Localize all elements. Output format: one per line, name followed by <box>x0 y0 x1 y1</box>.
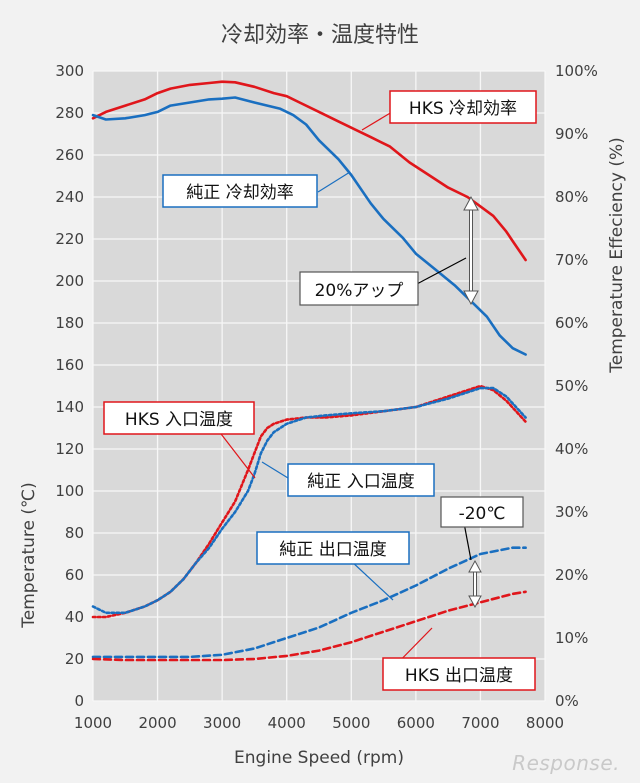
y-axis-label: Temperature (℃) <box>19 482 39 628</box>
x-axis: 1000 2000 3000 4000 5000 6000 7000 8000 <box>74 714 564 732</box>
y2-tick-label: 40% <box>555 440 588 458</box>
chart-title: 冷却効率・温度特性 <box>221 23 419 48</box>
y2-tick-label: 30% <box>555 503 588 521</box>
x-axis-label: Engine Speed (rpm) <box>234 748 404 768</box>
callout-std-out-text: 純正 出口温度 <box>279 540 386 560</box>
y-tick-label: 160 <box>55 356 84 374</box>
series-line <box>91 96 527 356</box>
callout-up: 20%アップ <box>299 271 419 306</box>
y2-tick-label: 0% <box>555 692 579 710</box>
y2-tick-label: 20% <box>555 566 588 584</box>
y-tick-label: 220 <box>55 230 84 248</box>
efficiency-gap-arrow <box>463 195 479 306</box>
x-tick-label: 1000 <box>74 714 112 732</box>
x-tick-label: 3000 <box>203 714 241 732</box>
leader-std-out <box>349 559 394 601</box>
series-line <box>91 386 527 615</box>
y-tick-label: 100 <box>55 482 84 500</box>
leader-up <box>414 257 467 286</box>
callout-std-eff-text: 純正 冷却効率 <box>186 183 293 203</box>
temperature-gap-arrow <box>468 559 482 609</box>
y-tick-label: 300 <box>55 62 84 80</box>
y2-axis-label: Temperature Effeciency (%) <box>607 137 627 374</box>
x-tick-label: 2000 <box>138 714 176 732</box>
y-tick-label: 60 <box>65 566 84 584</box>
series-group <box>91 80 527 662</box>
callout-std-eff: 純正 冷却効率 <box>162 174 318 208</box>
callout-hks-out: HKS 出口温度 <box>382 657 536 691</box>
callout-std-out: 純正 出口温度 <box>256 531 410 565</box>
y2-tick-label: 100% <box>555 62 598 80</box>
y-tick-label: 20 <box>65 650 84 668</box>
y2-tick-label: 70% <box>555 251 588 269</box>
leader-hks-in <box>217 429 256 479</box>
y-axis-left: 0 20 40 60 80 100 120 140 160 180 200 220 240 260 280 3… <box>55 62 84 710</box>
y2-tick-label: 50% <box>555 377 588 395</box>
y-tick-label: 0 <box>74 692 84 710</box>
series-line <box>91 546 527 659</box>
leader-std-in <box>261 461 289 479</box>
callout-std-in: 純正 入口温度 <box>287 463 435 497</box>
y-tick-label: 200 <box>55 272 84 290</box>
callout-hks-out-text: HKS 出口温度 <box>405 666 513 686</box>
callout-down-text: -20℃ <box>459 504 506 524</box>
series-line <box>91 590 527 662</box>
watermark-logo: Response. <box>512 751 620 775</box>
y-tick-label: 240 <box>55 188 84 206</box>
y2-tick-label: 10% <box>555 629 588 647</box>
callout-hks-in: HKS 入口温度 <box>103 401 255 435</box>
callout-hks-in-text: HKS 入口温度 <box>125 410 233 430</box>
x-tick-label: 8000 <box>526 714 564 732</box>
callout-down: -20℃ <box>440 496 524 528</box>
callout-up-text: 20%アップ <box>315 281 404 301</box>
y2-tick-label: 80% <box>555 188 588 206</box>
y-axis-right: 0% 10% 20% 30% 40% 50% 60% 70% 80% 90% 100% <box>555 62 598 710</box>
series-line <box>91 80 527 262</box>
x-tick-label: 7000 <box>461 714 499 732</box>
y-tick-label: 180 <box>55 314 84 332</box>
y-tick-label: 40 <box>65 608 84 626</box>
x-tick-label: 4000 <box>268 714 306 732</box>
y2-tick-label: 60% <box>555 314 588 332</box>
y-tick-label: 120 <box>55 440 84 458</box>
callout-std-in-text: 純正 入口温度 <box>307 472 414 492</box>
callout-hks-eff: HKS 冷却効率 <box>389 90 537 124</box>
y-tick-label: 80 <box>65 524 84 542</box>
y-tick-label: 260 <box>55 146 84 164</box>
y-tick-label: 140 <box>55 398 84 416</box>
x-tick-label: 5000 <box>332 714 370 732</box>
leader-hks-eff <box>361 111 393 131</box>
y2-tick-label: 90% <box>555 125 588 143</box>
leader-down <box>463 522 472 561</box>
leader-std-eff <box>317 171 351 193</box>
y-tick-label: 280 <box>55 104 84 122</box>
callout-hks-eff-text: HKS 冷却効率 <box>409 99 517 119</box>
x-tick-label: 6000 <box>397 714 435 732</box>
